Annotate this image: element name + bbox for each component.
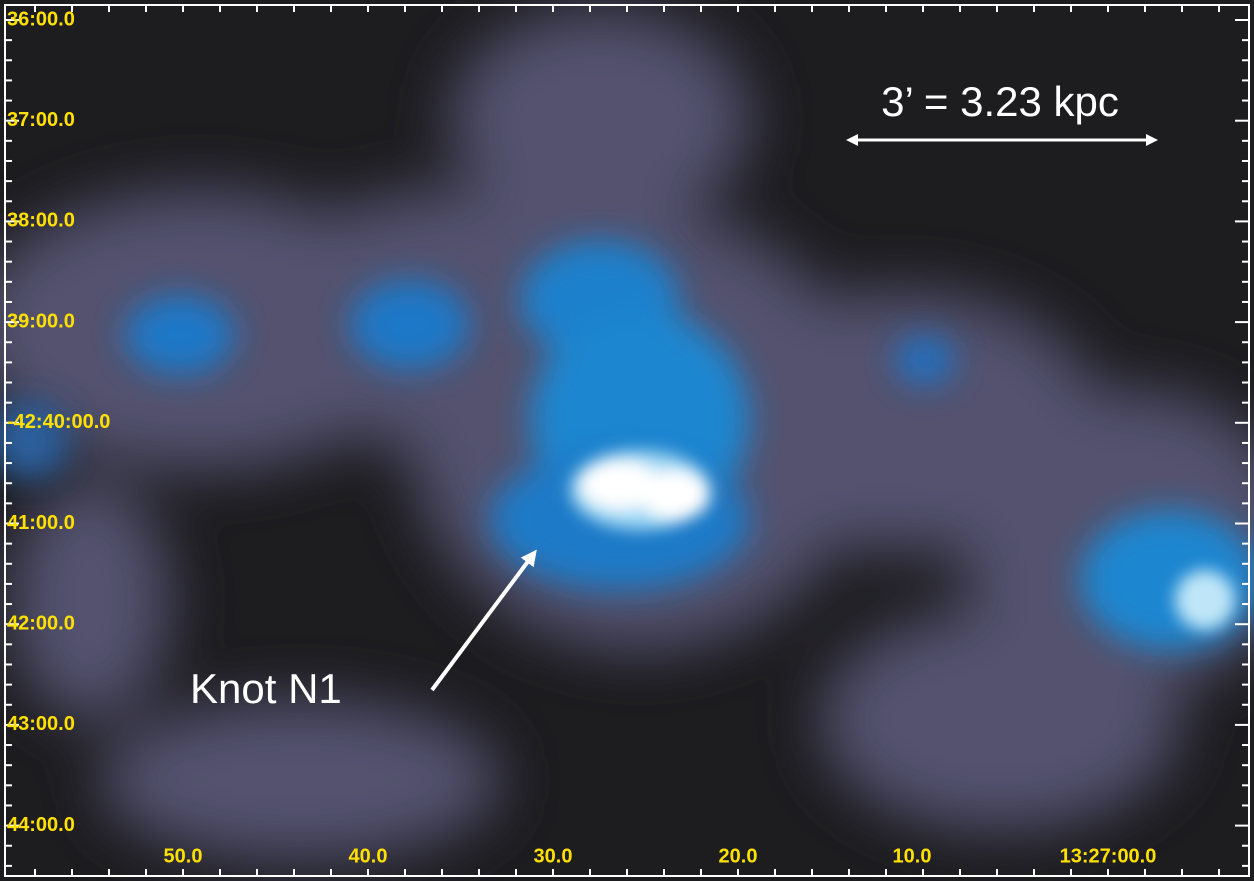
y-tick-label: 42:00.0 [7,612,75,634]
y-tick-label: 36:00.0 [7,8,75,30]
y-tick-label: 43:00.0 [7,713,75,735]
scale-label: 3’ = 3.23 kpc [881,78,1119,125]
y-tick-label: 41:00.0 [7,512,75,534]
x-tick-label: 30.0 [534,845,573,867]
x-tick-label: 13:27:00.0 [1060,845,1157,867]
x-tick-label: 10.0 [893,845,932,867]
x-tick-label: 50.0 [164,845,203,867]
y-tick-label: 39:00.0 [7,310,75,332]
x-tick-label: 20.0 [719,845,758,867]
y-tick-label: -42:40:00.0 [7,411,110,433]
y-tick-label: 37:00.0 [7,109,75,131]
y-tick-label: 44:00.0 [7,814,75,836]
knot-label: Knot N1 [190,665,342,712]
x-tick-label: 40.0 [349,845,388,867]
y-tick-label: 38:00.0 [7,210,75,232]
sky-image: 3’ = 3.23 kpc Knot N1 36:00.0 37:00.0 38:0… [0,0,1254,881]
